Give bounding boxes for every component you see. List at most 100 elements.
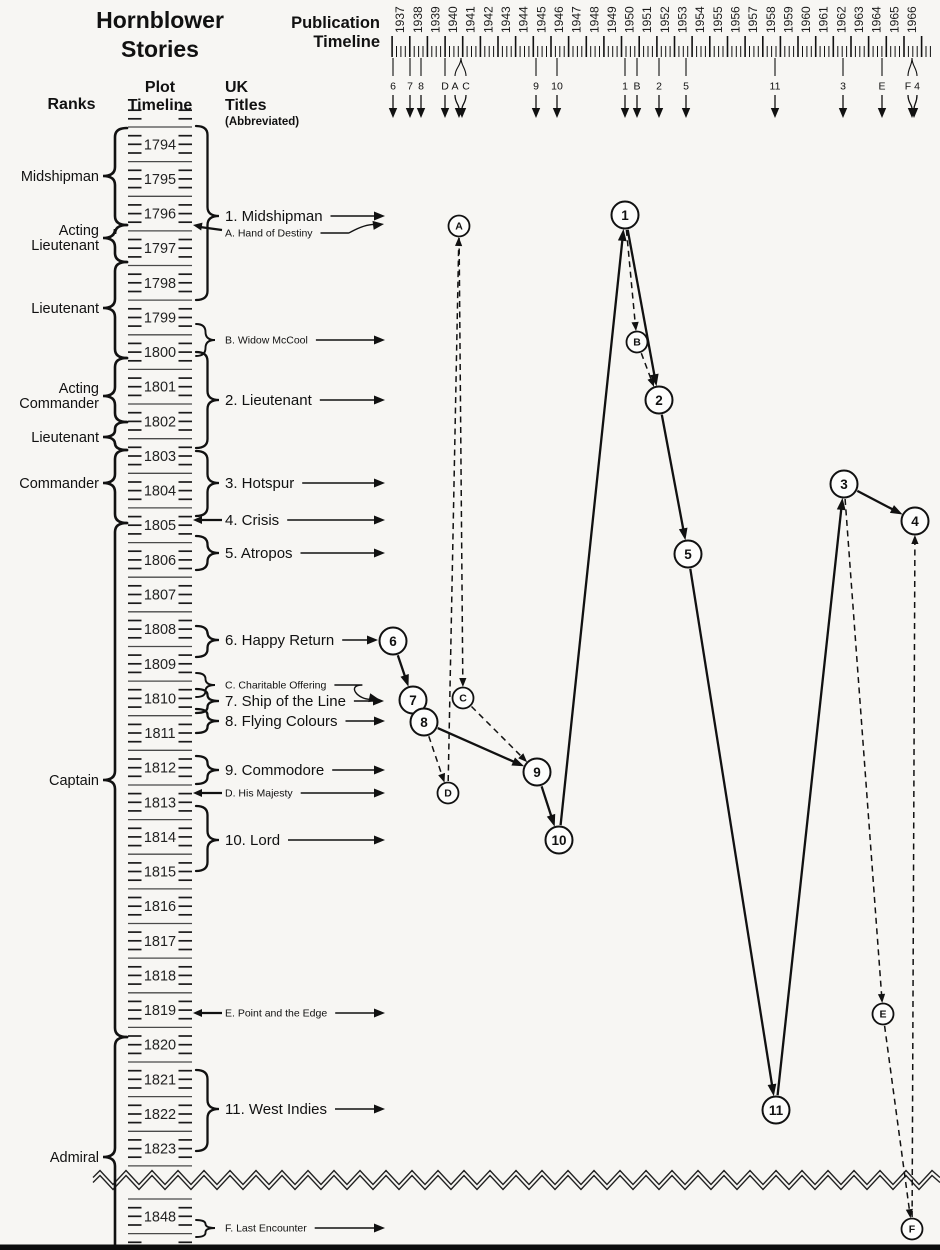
title-brace-7 (194, 687, 220, 715)
zigzag-line (92, 1174, 940, 1191)
pub-year-label: 1947 (570, 6, 584, 33)
edge-D-A (447, 243, 460, 782)
arrowhead (373, 696, 384, 706)
publication-timeline-ruler: 1937 1938 1939 1940 1941 1942 1943 1944 1945 1946… (391, 6, 931, 57)
uk-title-F: F. Last Encounter (225, 1223, 307, 1235)
node-label-1: 1 (621, 208, 629, 223)
uk-titles-column: 1. Midshipman A. Hand of Destiny B. Widow … (193, 124, 346, 1238)
node-6: 6 (378, 626, 408, 656)
pub-year-label: 1960 (799, 6, 813, 33)
rank-label: Acting (59, 381, 99, 397)
node-circle-A (447, 214, 471, 238)
pub-year-label: 1942 (481, 6, 495, 33)
pub-year-label: 1957 (746, 6, 760, 33)
title-brace-10 (194, 804, 220, 873)
node-5: 5 (673, 539, 703, 569)
title-arrow-A (320, 223, 376, 234)
arrowhead (416, 108, 426, 118)
node-circle-6 (378, 626, 408, 656)
plot-year-label: 1814 (144, 830, 176, 846)
edge-A-C (458, 237, 464, 681)
uk-title-A: A. Hand of Destiny (225, 228, 313, 240)
edge-8-D (428, 735, 444, 777)
node-label-6: 6 (389, 634, 397, 649)
node-label-5: 5 (684, 547, 692, 562)
plot-timeline-ruler: 1794 1795 1796 1797 1798 1799 1800 1801 1802 1803… (128, 109, 192, 1244)
plot-year-label: 1811 (144, 726, 175, 742)
title-arrow-C (334, 684, 372, 701)
plot-header-line1: Plot (144, 79, 176, 96)
arrowhead (374, 211, 385, 221)
arrowhead (681, 108, 691, 118)
ranks-header: Ranks (47, 96, 96, 113)
node-circle-F (900, 1217, 924, 1241)
arrowhead (631, 321, 639, 331)
arrowhead (405, 108, 415, 118)
arrowhead (388, 108, 398, 118)
pub-marker-label-5: 5 (683, 81, 689, 93)
title-brace-B (195, 323, 216, 357)
arrowhead (400, 674, 409, 687)
marker-arrow (454, 94, 460, 110)
reading-order-edges (396, 228, 919, 1219)
node-circle-11 (761, 1095, 791, 1125)
uk-title-7: 7. Ship of the Line (225, 693, 346, 710)
pub-year-label: 1958 (764, 6, 778, 33)
node-10: 10 (544, 825, 574, 855)
title-brace-F (195, 1219, 216, 1238)
pub-year-label: 1944 (517, 6, 531, 33)
story-nodes: 1 2 3 4 5 6 78 9 10 11 A B C D E F (378, 200, 930, 1241)
uk-title-6: 6. Happy Return (225, 632, 334, 649)
arrowhead (374, 395, 385, 405)
arrowhead (678, 527, 688, 541)
plot-year-label: 1820 (144, 1038, 176, 1054)
node-circle-2 (644, 385, 674, 415)
node-label-B: B (633, 337, 641, 349)
arrowhead (374, 835, 385, 845)
title-brace-1 (194, 124, 220, 302)
arrowhead (909, 108, 919, 118)
rank-brace-acting (102, 223, 129, 264)
node-3: 3 (829, 469, 859, 499)
edge-B-2 (640, 352, 653, 381)
node-label-2: 2 (655, 393, 663, 408)
node-2: 2 (644, 385, 674, 415)
pub-marker-label-4: 4 (914, 81, 920, 93)
arrowhead (770, 108, 780, 118)
arrowhead (552, 108, 562, 118)
plot-year-label: 1822 (144, 1107, 176, 1123)
node-E: E (871, 1002, 895, 1026)
rank-brace-commander (102, 448, 129, 525)
pub-year-label: 1939 (428, 6, 442, 33)
pub-year-label: 1966 (905, 6, 919, 33)
rank-label: Captain (49, 773, 99, 789)
arrowhead (374, 716, 385, 726)
edge-8-9 (437, 727, 517, 764)
plot-year-label: 1800 (144, 345, 176, 361)
plot-year-label: 1797 (144, 241, 176, 257)
uk-header-abbreviated: (Abbreviated) (225, 116, 300, 129)
plot-year-label: 1795 (144, 172, 176, 188)
uk-title-D: D. His Majesty (225, 788, 293, 800)
edge-C-9 (470, 705, 523, 758)
title-brace-8 (194, 707, 220, 735)
arrowhead (193, 789, 202, 797)
node-circle-1 (610, 200, 640, 230)
node-label-D: D (444, 788, 452, 800)
pub-marker-label-2: 2 (656, 81, 662, 93)
publication-label-line2: Timeline (313, 33, 380, 52)
pub-year-label: 1953 (676, 6, 690, 33)
arrowhead (374, 788, 385, 798)
edge-10-1 (559, 237, 624, 826)
uk-header-line1: UK (225, 79, 249, 96)
uk-header-line2: Titles (225, 96, 267, 114)
uk-title-9: 9. Commodore (225, 762, 324, 779)
pub-year-label: 1949 (605, 6, 619, 33)
plot-year-label: 1813 (144, 795, 176, 811)
arrowhead (654, 108, 664, 118)
pub-year-label: 1938 (411, 6, 425, 33)
edge-1-B (625, 229, 637, 325)
uk-title-10: 10. Lord (225, 832, 280, 849)
plot-year-label: 1823 (144, 1142, 176, 1158)
